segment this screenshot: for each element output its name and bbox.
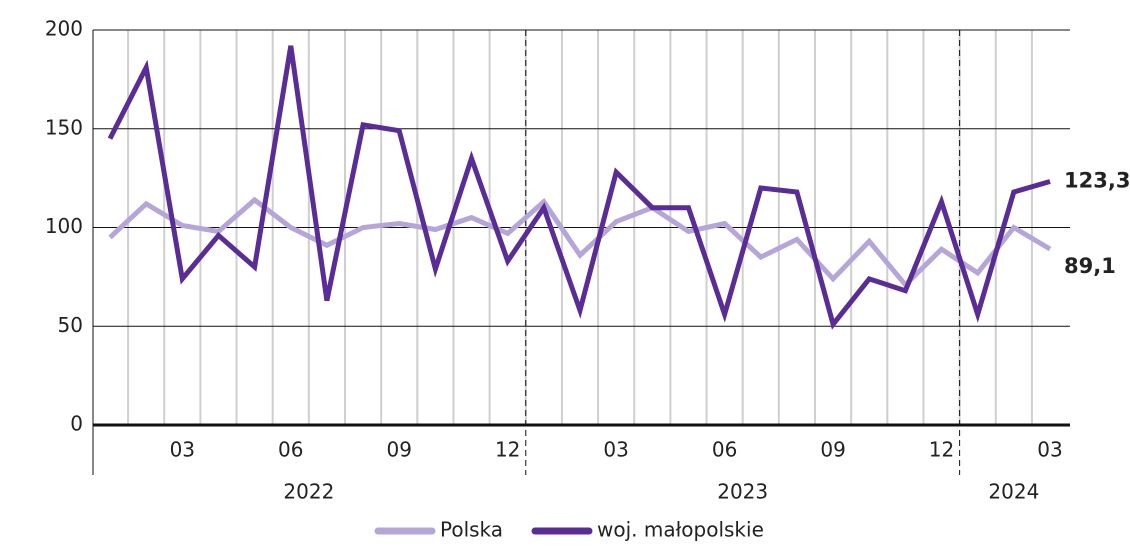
x-tick-label: 09 <box>387 438 412 462</box>
x-tick-label: 03 <box>1037 438 1062 462</box>
y-tick-label: 100 <box>45 214 83 238</box>
year-label: 2023 <box>717 480 768 504</box>
y-tick-label: 0 <box>70 412 83 436</box>
year-label: 2024 <box>988 480 1039 504</box>
series-line <box>108 196 1052 289</box>
legend-label: Polska <box>440 518 503 542</box>
legend-label: woj. małopolskie <box>597 518 764 542</box>
x-tick-label: 12 <box>495 438 520 462</box>
x-tick-label: 03 <box>603 438 628 462</box>
value-label: 89,1 <box>1064 254 1116 278</box>
y-tick-label: 150 <box>45 115 83 139</box>
x-tick-label: 06 <box>712 438 737 462</box>
series-line <box>107 45 1051 330</box>
year-label: 2022 <box>283 480 334 504</box>
x-tick-label: 06 <box>278 438 303 462</box>
x-tick-label: 09 <box>820 438 845 462</box>
value-label: 123,3 <box>1064 168 1130 192</box>
y-tick-label: 200 <box>45 17 83 41</box>
y-tick-label: 50 <box>58 313 83 337</box>
x-tick-label: 12 <box>929 438 954 462</box>
x-tick-label: 03 <box>170 438 195 462</box>
